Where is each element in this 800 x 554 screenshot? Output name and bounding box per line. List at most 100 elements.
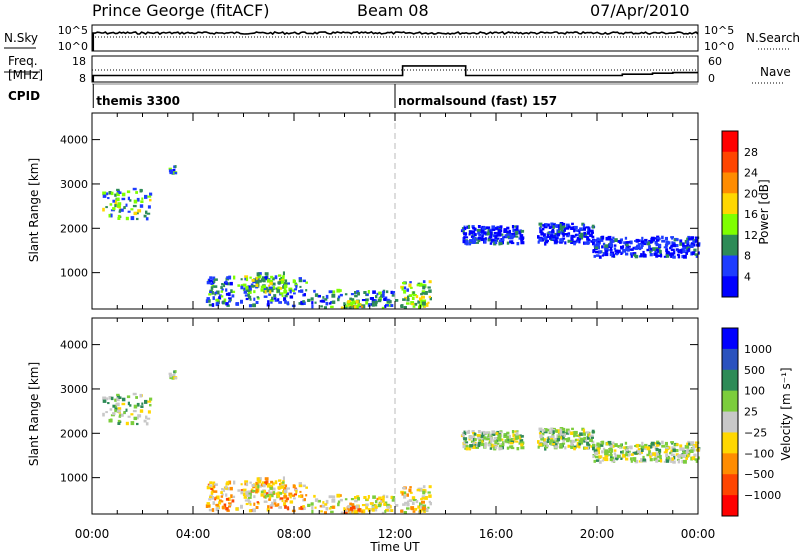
velocity-echo-784 — [566, 438, 570, 443]
power-echo-246 — [206, 297, 210, 300]
power-echo-241 — [248, 304, 252, 308]
power-echo-70 — [172, 169, 176, 172]
velocity-echo-1019 — [625, 457, 629, 461]
velocity-echo-914 — [629, 457, 633, 461]
power-echo-480 — [421, 295, 425, 299]
velocity-echo-809 — [554, 445, 558, 449]
velocity-echo-622 — [506, 440, 510, 444]
power-echo-539 — [472, 227, 475, 230]
power-echo-283 — [269, 288, 274, 293]
power-echo-388 — [372, 290, 376, 294]
power-echo-1017 — [627, 241, 631, 244]
power-echo-651 — [480, 229, 485, 233]
power-echo-83 — [298, 279, 303, 283]
velocity-echo-1048 — [634, 458, 637, 462]
power-echo-371 — [323, 306, 327, 309]
velocity-echo-922 — [617, 454, 621, 458]
power-echo-34 — [102, 207, 105, 212]
power-echo-135 — [209, 276, 213, 279]
velocity-echo-18 — [117, 422, 121, 425]
power-echo-1010 — [604, 244, 608, 248]
velocity-echo-524 — [507, 438, 512, 443]
velocity-echo-421 — [353, 510, 357, 514]
power-echo-175 — [286, 292, 289, 296]
velocity-echo-954 — [596, 447, 600, 452]
power-echo-638 — [511, 225, 515, 229]
power-echo-15 — [143, 214, 147, 218]
power-colorbar-tick-3: 16 — [744, 208, 758, 221]
velocity-echo-362 — [394, 504, 399, 507]
velocity-echo-600 — [472, 436, 476, 440]
power-echo-387 — [367, 290, 370, 294]
velocity-echo-46 — [144, 399, 148, 404]
velocity-echo-228 — [209, 496, 212, 499]
velocity-echo-927 — [693, 453, 697, 457]
velocity-color-5 — [722, 432, 738, 454]
velocity-echo-1074 — [685, 457, 688, 460]
velocity-echo-135 — [209, 481, 213, 484]
velocity-echo-36 — [116, 397, 120, 402]
power-echo-999 — [682, 246, 687, 249]
velocity-echo-518 — [474, 441, 477, 445]
power-echo-644 — [504, 234, 508, 238]
power-echo-218 — [292, 279, 296, 284]
velocity-echo-627 — [462, 435, 465, 439]
power-echo-369 — [325, 294, 329, 299]
velocity-colorbar-label: Velocity [m s⁻¹] — [779, 367, 793, 460]
velocity-echo-374 — [314, 498, 319, 502]
velocity-echo-1036 — [683, 459, 687, 464]
velocity-echo-1057 — [637, 450, 641, 454]
velocity-echo-461 — [427, 491, 431, 494]
velocity-echo-444 — [422, 488, 426, 493]
velocity-echo-672 — [541, 432, 545, 436]
power-echo-321 — [390, 290, 394, 294]
velocity-echo-19 — [139, 409, 144, 413]
power-echo-939 — [691, 251, 696, 256]
velocity-echo-453 — [403, 495, 407, 499]
velocity-echo-414 — [361, 510, 364, 513]
velocity-echo-464 — [409, 486, 412, 489]
power-echo-319 — [330, 301, 333, 304]
velocity-echo-971 — [655, 448, 659, 452]
velocity-echo-941 — [665, 446, 669, 449]
velocity-echo-1039 — [657, 442, 661, 446]
power-echo-760 — [561, 237, 566, 240]
velocity-echo-345 — [328, 495, 333, 499]
power-echo-391 — [350, 293, 354, 296]
power-echo-179 — [240, 278, 243, 281]
velocity-echo-393 — [381, 511, 385, 515]
power-echo-902 — [619, 238, 623, 241]
velocity-echo-946 — [625, 452, 628, 455]
velocity-echo-466 — [412, 510, 416, 513]
power-echo-262 — [266, 289, 271, 293]
power-echo-58 — [121, 192, 126, 197]
velocity-echo-376 — [383, 502, 387, 506]
power-echo-30 — [116, 190, 120, 194]
power-echo-299 — [268, 286, 273, 289]
power-echo-813 — [570, 237, 574, 241]
velocity-echo-473 — [400, 509, 404, 513]
power-echo-782 — [591, 231, 594, 234]
power-echo-654 — [467, 224, 471, 229]
velocity-echo-294 — [268, 489, 271, 492]
power-echo-1059 — [638, 247, 642, 251]
power-echo-1015 — [613, 247, 617, 250]
power-echo-156 — [218, 294, 222, 298]
velocity-echo-1003 — [592, 446, 595, 451]
power-echo-2 — [109, 203, 113, 206]
power-echo-361 — [320, 305, 323, 308]
power-echo-614 — [520, 230, 524, 233]
velocity-echo-997 — [634, 445, 637, 447]
velocity-echo-587 — [515, 440, 519, 443]
velocity-echo-951 — [654, 445, 658, 450]
power-echo-795 — [543, 223, 548, 227]
power-echo-967 — [632, 246, 635, 250]
power-echo-306 — [281, 280, 285, 284]
power-echo-65 — [139, 188, 143, 193]
velocity-echo-933 — [604, 451, 608, 456]
power-echo-689 — [575, 233, 579, 237]
velocity-echo-1073 — [670, 441, 674, 444]
velocity-echo-907 — [629, 445, 633, 450]
power-echo-803 — [570, 226, 574, 230]
